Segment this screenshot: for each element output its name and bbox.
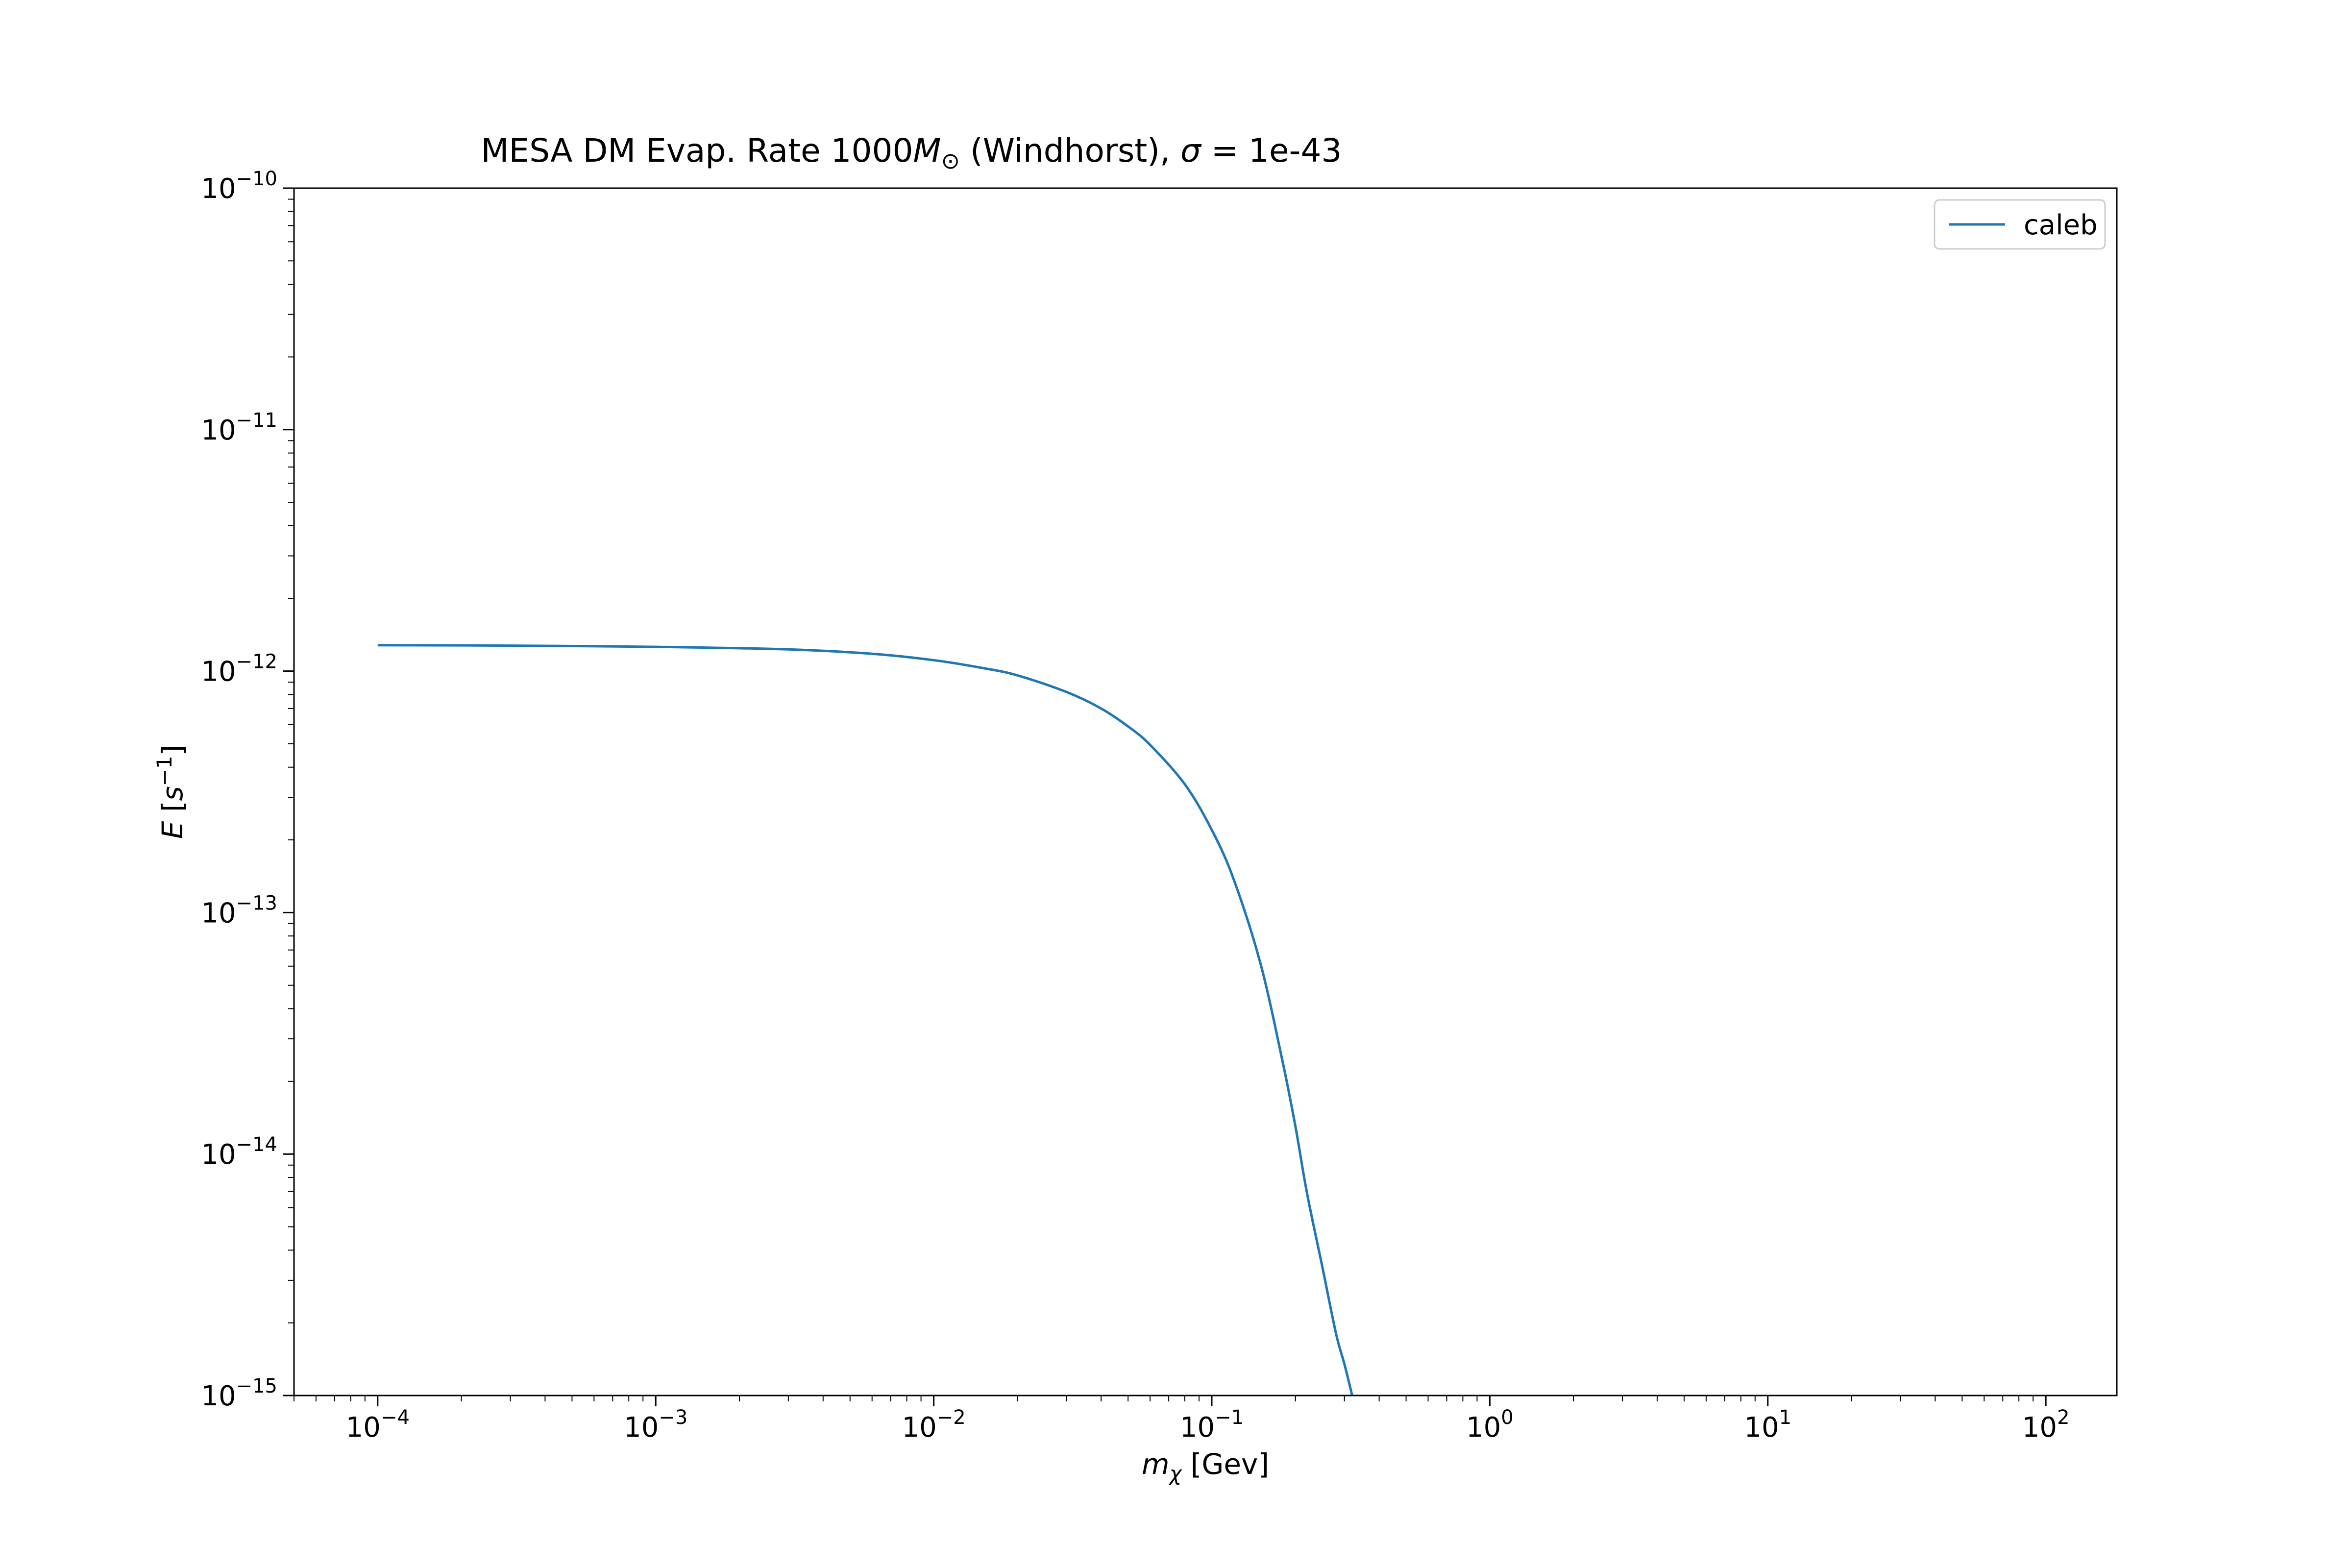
x-tick-label: 10−2	[902, 1406, 965, 1444]
x-axis-label: mχ [Gev]	[1142, 1447, 1269, 1486]
series-line-caleb	[377, 644, 1354, 1396]
legend-box	[1934, 199, 2106, 250]
y-tick-label: 10−12	[201, 651, 277, 688]
y-tick-label: 10−10	[201, 168, 277, 205]
x-tick-label: 10−1	[1180, 1406, 1244, 1444]
legend-label-caleb: caleb	[2024, 209, 2098, 241]
y-tick-label: 10−13	[201, 892, 277, 929]
x-tick-label: 10−4	[346, 1406, 410, 1444]
y-tick-label: 10−14	[201, 1133, 277, 1171]
data-layer	[377, 644, 1354, 1396]
x-tick-label: 101	[1744, 1406, 1791, 1444]
y-tick-label: 10−11	[201, 409, 277, 446]
y-tick-label: 10−15	[201, 1375, 277, 1412]
legend: caleb	[1934, 199, 2106, 250]
chart-title: MESA DM Evap. Rate 1000M⊙ (Windhorst), σ…	[481, 132, 1342, 174]
x-tick-label: 102	[2022, 1406, 2070, 1444]
tick-layer: 10−4 10−3 10−2 10−1 100 101 102 10−15 10−14 10−13…	[201, 168, 2069, 1444]
x-tick-label: 10−3	[624, 1406, 687, 1444]
y-axis-label: E [s−1]	[152, 745, 189, 839]
x-tick-label: 100	[1466, 1406, 1514, 1444]
axes-frame	[293, 187, 2118, 1396]
